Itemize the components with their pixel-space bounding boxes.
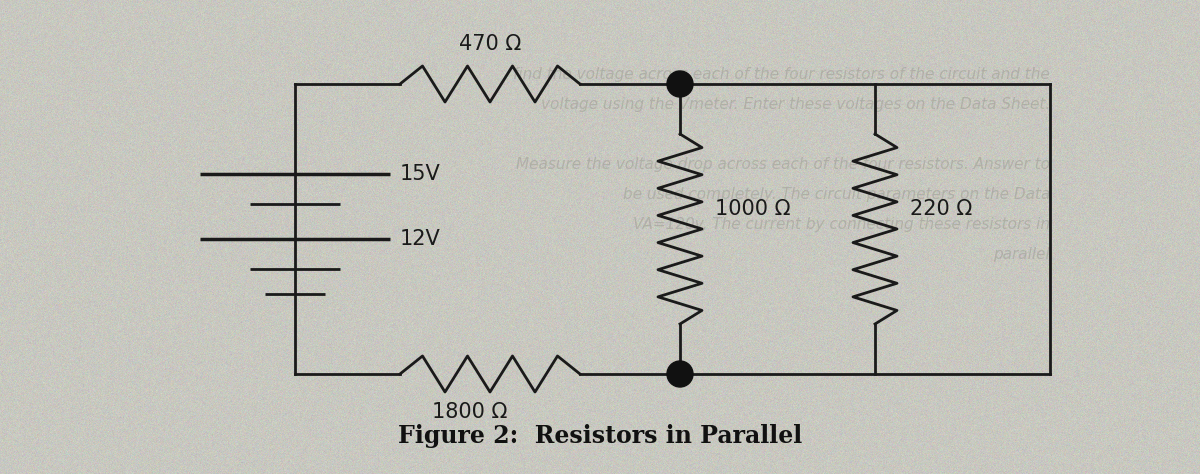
Text: 470 Ω: 470 Ω xyxy=(458,34,521,54)
Text: Figure 2:  Resistors in Parallel: Figure 2: Resistors in Parallel xyxy=(398,424,802,448)
Text: be used completely. The circuit parameters on the Data: be used completely. The circuit paramete… xyxy=(623,186,1050,201)
Text: 1800 Ω: 1800 Ω xyxy=(432,402,508,422)
Text: voltage using the Vmeter. Enter these voltages on the Data Sheet.: voltage using the Vmeter. Enter these vo… xyxy=(541,97,1050,111)
Text: 12V: 12V xyxy=(400,229,440,249)
Circle shape xyxy=(667,361,694,387)
Text: parallel: parallel xyxy=(994,246,1050,262)
Text: Measure the voltage drop across each of the four resistors. Answer to: Measure the voltage drop across each of … xyxy=(516,156,1050,172)
Circle shape xyxy=(667,71,694,97)
Text: 220 Ω: 220 Ω xyxy=(910,199,972,219)
Text: 1000 Ω: 1000 Ω xyxy=(715,199,791,219)
Text: find the voltage across each of the four resistors of the circuit and the: find the voltage across each of the four… xyxy=(514,66,1050,82)
Text: 15V: 15V xyxy=(400,164,440,184)
Text: VA=120v, The current by connecting these resistors in: VA=120v, The current by connecting these… xyxy=(634,217,1050,231)
